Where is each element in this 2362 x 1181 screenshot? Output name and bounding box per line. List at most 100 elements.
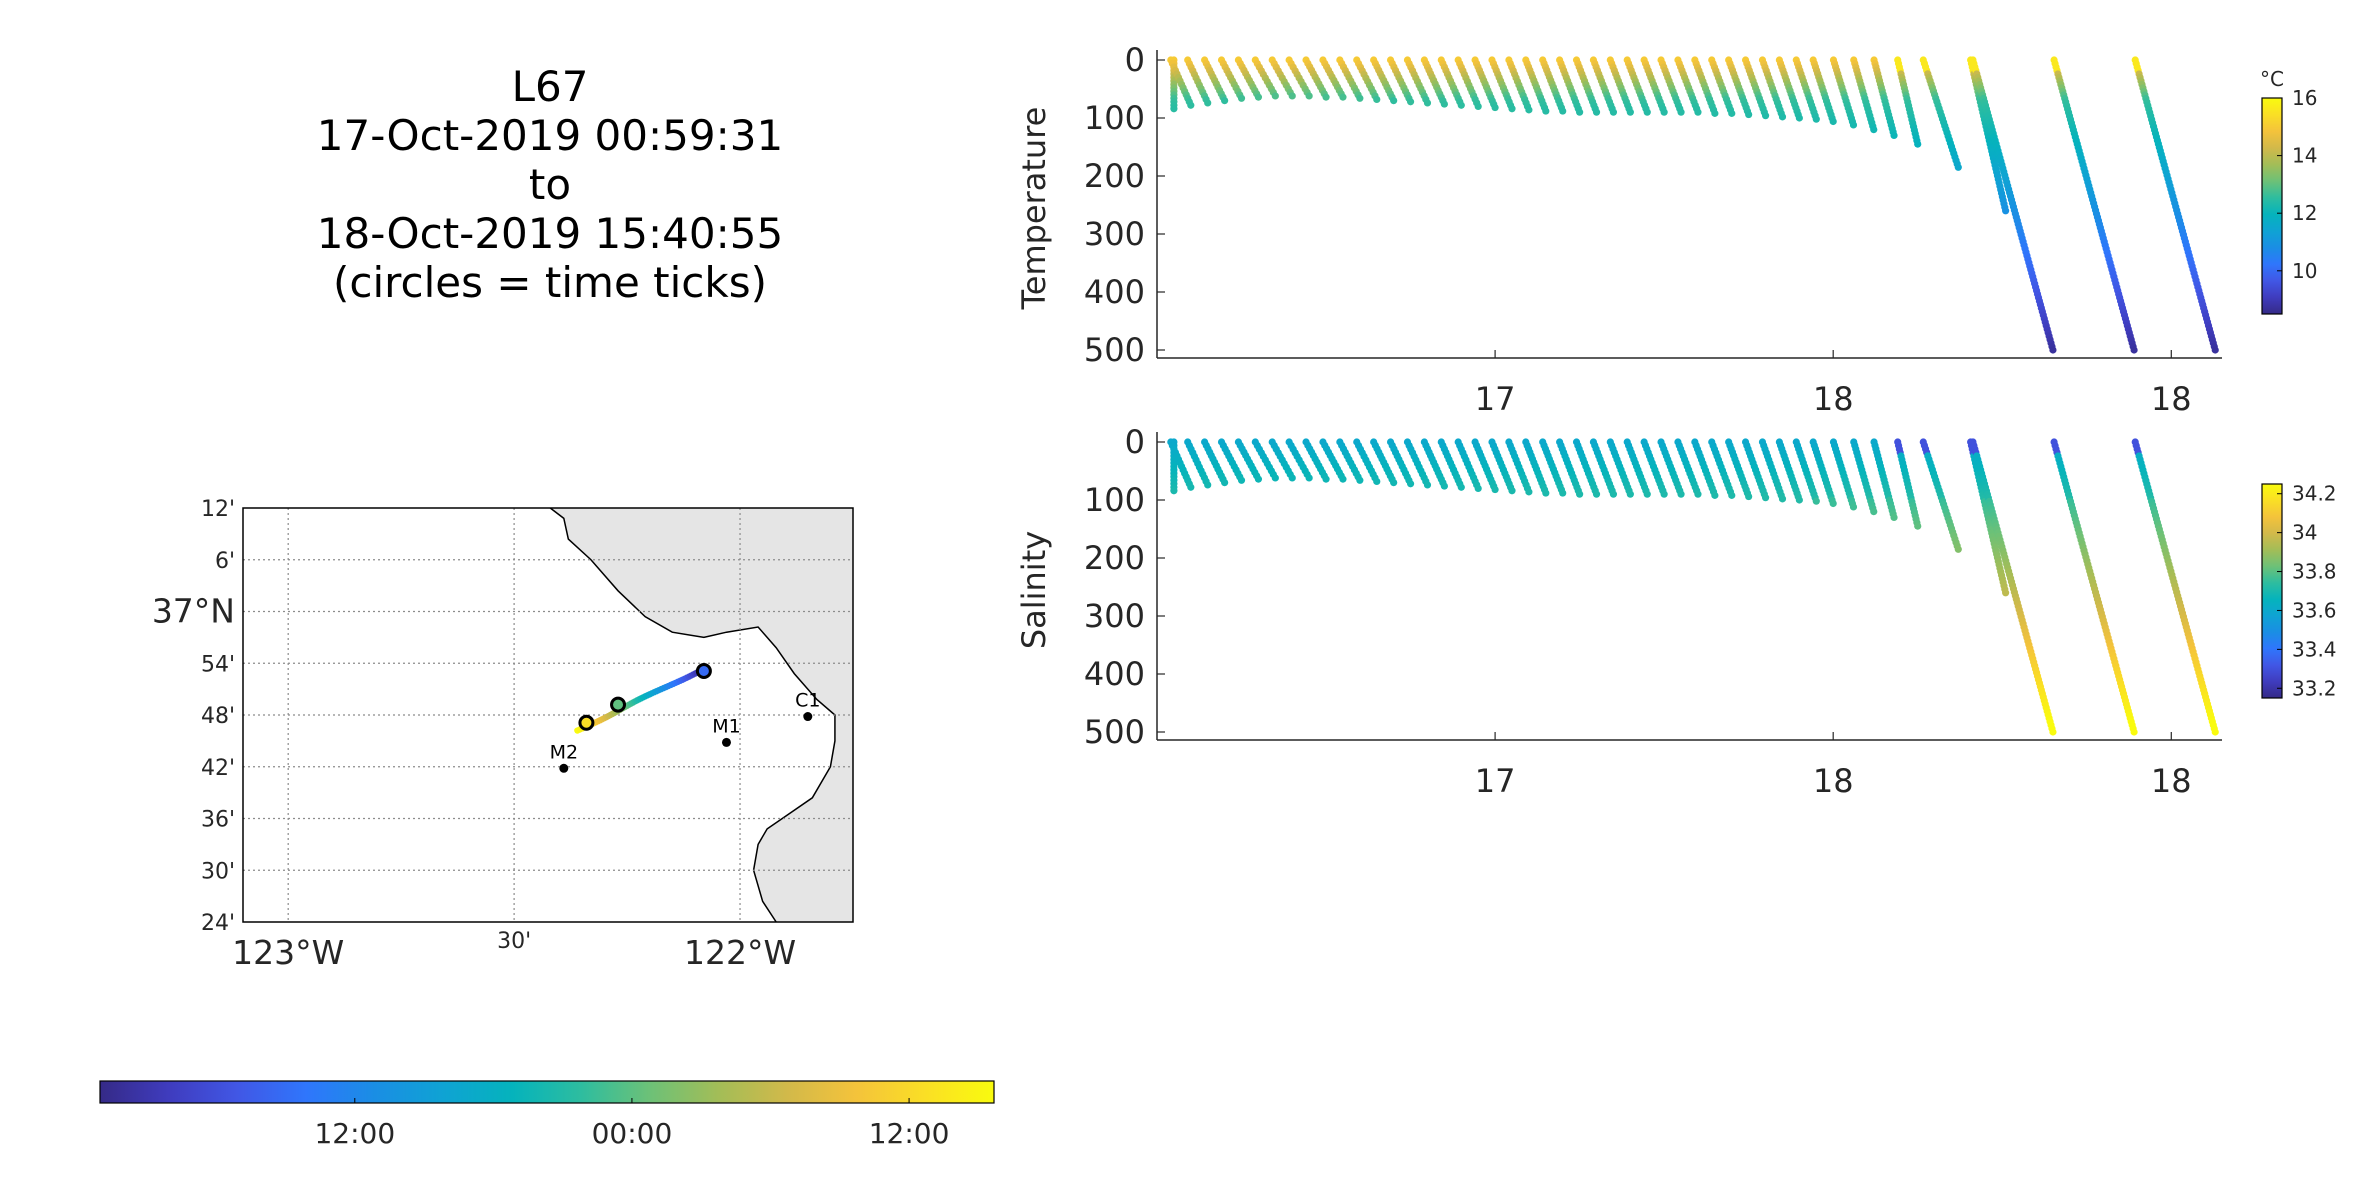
temperature-colorbar-tick-label: 16 [2292, 86, 2317, 110]
temperature-profile-point [1677, 108, 1685, 116]
salinity-profile-point [1423, 481, 1432, 489]
salinity-profile-point [1474, 484, 1482, 492]
title-line-1: L67 [511, 62, 589, 111]
temperature-profile-point [1711, 109, 1719, 117]
temperature-profile-point [1254, 93, 1263, 101]
map-frame [242, 507, 854, 923]
time-tick-circle [695, 663, 712, 680]
salinity-profile-point [1849, 503, 1858, 511]
temperature-profile-point [1271, 92, 1279, 100]
map-x-tick-label: 30' [497, 929, 531, 954]
salinity-x-tick-label: 18 [2151, 762, 2192, 800]
salinity-profile-point [1237, 476, 1246, 484]
temperature-profile-point [1576, 108, 1584, 116]
salinity-profile-point [1660, 490, 1668, 498]
temperature-profile-point [1187, 101, 1195, 109]
salinity-profile-point [1592, 490, 1601, 498]
salinity-colorbar-tick-label: 33.2 [2292, 676, 2337, 700]
temperature-profile-point [1305, 92, 1313, 100]
temperature-y-tick-label: 500 [1084, 331, 1145, 369]
temperature-profile-point [1643, 108, 1651, 116]
salinity-profile-point [1643, 490, 1651, 498]
temperature-profile-point [1559, 107, 1567, 115]
salinity-profile-point [1795, 496, 1803, 504]
salinity-panel: 0 100 200 300 400 500 17 18 18 Salinity 33.2 33.4 33… [1015, 423, 2337, 800]
salinity-profile-point [1390, 479, 1398, 487]
temperature-profile-point [1812, 115, 1820, 123]
station-marker [721, 737, 731, 747]
temperature-profile-point [1390, 97, 1398, 105]
station-label: M2 [550, 741, 578, 763]
temperature-y-tick-label: 0 [1125, 41, 1145, 79]
salinity-profile-point [1778, 495, 1787, 503]
map-y-tick-label: 6' [215, 549, 235, 574]
temperature-profile-point [1914, 140, 1922, 148]
temperature-x-tick-label: 18 [1813, 380, 1854, 418]
temperature-profile-point [1890, 131, 1898, 139]
salinity-profile-point [1761, 494, 1770, 502]
temperature-profile-point [1221, 97, 1229, 105]
salinity-x-tick-label: 17 [1475, 762, 1516, 800]
title-line-4: 18-Oct-2019 15:40:55 [316, 209, 784, 258]
map-x-tick-label: 122°W [684, 933, 796, 972]
temperature-profile-point [1542, 107, 1550, 115]
salinity-colorbar-tick-label: 33.6 [2292, 598, 2337, 622]
map-y-tick-label: 30' [201, 859, 235, 884]
time-colorbar-tick-label: 12:00 [869, 1117, 950, 1150]
salinity-profile-point [1626, 490, 1634, 498]
salinity-profile-point [1694, 490, 1702, 498]
temperature-profile-point [1849, 121, 1858, 129]
salinity-profile-point [1609, 490, 1618, 498]
temperature-profile-point [1288, 92, 1296, 100]
salinity-profile-point [1914, 522, 1922, 530]
salinity-profile-point [1508, 487, 1516, 495]
salinity-profile-point [1954, 545, 1962, 553]
temperature-profile-point [1592, 108, 1601, 116]
temperature-profile-point [1525, 106, 1533, 114]
salinity-profile-point [1457, 483, 1465, 491]
salinity-profile-point [1271, 474, 1279, 482]
temperature-profile-point [1440, 100, 1448, 108]
temperature-x-tick-label: 18 [2151, 380, 2192, 418]
salinity-profile-point [1406, 480, 1415, 488]
temperature-profile-point [1745, 110, 1753, 119]
time-colorbar-tick-label: 12:00 [314, 1117, 395, 1150]
temperature-colorbar-tick-label: 12 [2292, 201, 2317, 225]
salinity-profile-point [1870, 508, 1878, 516]
title-line-3: to [528, 160, 572, 209]
salinity-profile-point [1440, 482, 1448, 490]
salinity-y-tick-label: 400 [1084, 655, 1145, 693]
map-y-tick-label: 54' [201, 652, 235, 677]
salinity-profile-point [1254, 475, 1263, 483]
salinity-y-tick-label: 0 [1125, 423, 1145, 461]
salinity-y-tick-label: 100 [1084, 481, 1145, 519]
salinity-profile-point [2130, 728, 2138, 736]
temperature-profile-point [1474, 102, 1482, 110]
temperature-profile-point [1728, 109, 1736, 117]
salinity-profile-point [1890, 513, 1898, 522]
temperature-panel: 0 100 200 300 400 500 17 18 18 Temperature 10 12 14 1… [1015, 41, 2317, 418]
salinity-y-tick-label: 300 [1084, 597, 1145, 635]
temperature-profile-point [2130, 346, 2138, 354]
salinity-colorbar-tick-label: 34 [2292, 521, 2317, 545]
temperature-profile-point [1795, 114, 1803, 122]
salinity-y-tick-label: 200 [1084, 539, 1145, 577]
temperature-profile-point [1870, 126, 1878, 134]
salinity-profile-point [1711, 491, 1719, 499]
salinity-profile-point [1221, 479, 1229, 487]
temperature-colorbar-unit: °C [2260, 67, 2284, 91]
salinity-profile-point [1491, 485, 1499, 494]
map-y-tick-label: 42' [201, 756, 235, 781]
salinity-colorbar [2261, 483, 2283, 699]
map-y-tick-label: 12' [201, 497, 235, 522]
temperature-profile-point [1660, 108, 1668, 116]
time-tick-circle [578, 714, 595, 731]
salinity-profile-point [1812, 497, 1820, 505]
temperature-profile-point [1356, 94, 1364, 102]
title-line-2: 17-Oct-2019 00:59:31 [316, 111, 784, 160]
temperature-y-tick-label: 200 [1084, 157, 1145, 195]
salinity-x-tick-label: 18 [1813, 762, 1854, 800]
salinity-profile-point [1745, 492, 1753, 501]
salinity-profile-point [1728, 491, 1736, 499]
